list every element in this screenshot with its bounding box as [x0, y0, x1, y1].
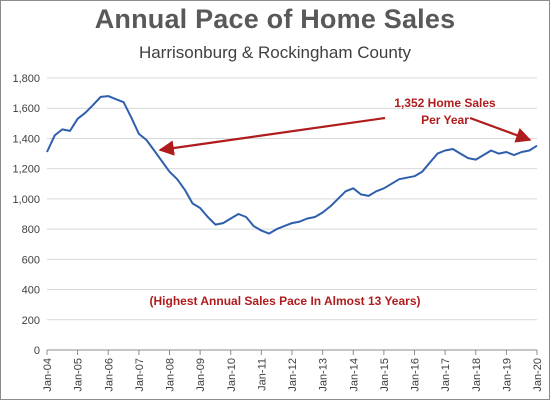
x-tick-label: Jan-18 — [471, 358, 483, 392]
x-tick-label: Jan-08 — [165, 358, 177, 392]
x-tick-label: Jan-12 — [287, 358, 299, 392]
y-tick-label: 400 — [22, 285, 40, 297]
y-tick-label: 800 — [22, 224, 40, 236]
y-tick-label: 200 — [22, 315, 40, 327]
x-tick-label: Jan-20 — [532, 358, 544, 392]
x-tick-label: Jan-13 — [318, 358, 330, 392]
x-tick-label: Jan-17 — [440, 358, 452, 392]
y-tick-label: 0 — [34, 345, 40, 357]
x-tick-label: Jan-06 — [103, 358, 115, 392]
y-tick-label: 1,800 — [12, 73, 40, 85]
annotation-note: (Highest Annual Sales Pace In Almost 13 … — [150, 294, 421, 308]
y-tick-label: 1,200 — [12, 164, 40, 176]
chart-subtitle: Harrisonburg & Rockingham County — [138, 43, 412, 62]
x-tick-label: Jan-07 — [134, 358, 146, 392]
x-tick-label: Jan-05 — [73, 358, 85, 392]
x-tick-label: Jan-19 — [501, 358, 513, 392]
series-line — [46, 95, 538, 235]
y-tick-label: 1,000 — [12, 194, 40, 206]
y-tick-label: 1,600 — [12, 103, 40, 115]
x-tick-label: Jan-11 — [256, 358, 268, 391]
x-tick-label: Jan-14 — [348, 358, 360, 392]
y-tick-label: 1,400 — [12, 133, 40, 145]
x-tick-label: Jan-16 — [410, 358, 422, 392]
x-tick-label: Jan-04 — [42, 358, 54, 392]
callout-arrow-left — [158, 116, 386, 156]
x-tick-label: Jan-10 — [226, 358, 238, 392]
callout-text-line2: Per Year — [421, 113, 469, 127]
y-tick-label: 600 — [22, 254, 40, 266]
callout-arrow-right — [469, 116, 532, 143]
callout-text-line1: 1,352 Home Sales — [394, 96, 496, 110]
x-tick-label: Jan-15 — [379, 358, 391, 392]
x-tick-label: Jan-09 — [195, 358, 207, 392]
chart-title: Annual Pace of Home Sales — [94, 4, 456, 34]
